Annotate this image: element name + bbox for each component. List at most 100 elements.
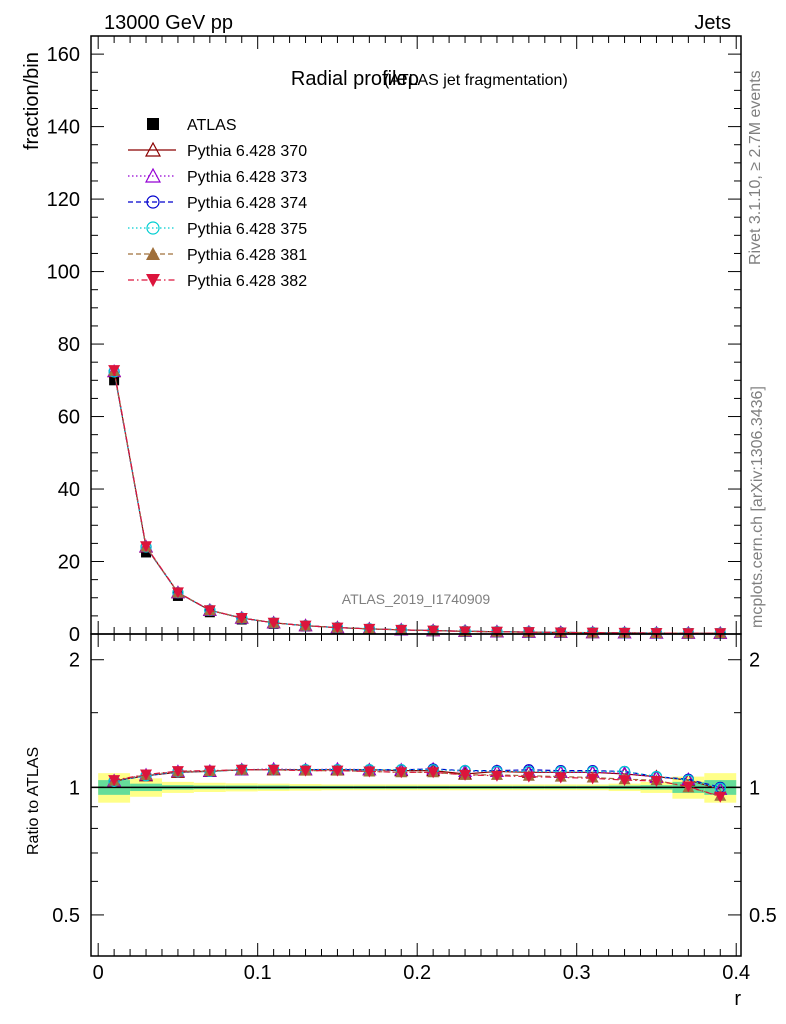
ratio-data-point — [490, 770, 503, 782]
ratio-data-point — [140, 769, 153, 781]
data-point — [109, 375, 120, 386]
ratio-data-series — [107, 761, 728, 803]
ratio-series-pythia-6-428-382 — [108, 764, 727, 803]
y-tick-label: 60 — [58, 407, 80, 429]
x-axis-label: r — [734, 988, 741, 1010]
x-tick-label: 0 — [93, 962, 104, 984]
legend-marker — [146, 221, 160, 235]
data-point — [522, 627, 535, 639]
rivet-version-label: Rivet 3.1.10, ≥ 2.7M events — [747, 70, 764, 265]
legend-entry: Pythia 6.428 374 — [128, 195, 307, 212]
legend-marker — [147, 118, 159, 130]
legend: ATLAS Pythia 6.428 370 Pythia 6.428 373 Pyt… — [128, 117, 307, 290]
ratio-data-point — [554, 772, 567, 784]
data-point — [459, 626, 472, 638]
process-label: Jets — [694, 12, 731, 34]
legend-entry: Pythia 6.428 370 — [128, 141, 307, 160]
y-tick-label: 100 — [47, 262, 80, 284]
y-axis-label: fraction/bin — [21, 52, 43, 150]
main-data-series — [107, 363, 728, 640]
ratio-data-point — [650, 775, 663, 787]
data-point — [554, 627, 567, 639]
data-point — [267, 617, 280, 629]
ratio-axis-ticks: 0 0.1 0.2 0.3 0.4 0.5 0.5 1 1 2 2 — [52, 634, 777, 984]
legend-marker — [146, 195, 160, 209]
main-panel: 0 20 40 60 80 100 120 140 160 Radial profileρ (A… — [21, 35, 742, 646]
legend-entry: ATLAS — [147, 117, 237, 134]
data-point — [140, 541, 153, 553]
ratio-data-point — [203, 765, 216, 777]
data-point — [171, 587, 184, 599]
ratio-panel: 0 0.1 0.2 0.3 0.4 0.5 0.5 1 1 2 2 Ratio to ATLAS r — [25, 633, 777, 1010]
legend-entry: Pythia 6.428 381 — [128, 247, 307, 264]
x-tick-label: 0.4 — [722, 962, 750, 984]
legend-label: Pythia 6.428 375 — [187, 221, 307, 238]
legend-label: Pythia 6.428 373 — [187, 169, 307, 186]
data-point — [331, 622, 344, 634]
legend-label: Pythia 6.428 381 — [187, 247, 307, 264]
ratio-data-point — [331, 765, 344, 777]
ratio-frame — [90, 633, 742, 957]
legend-marker — [146, 274, 160, 287]
ratio-data-point — [171, 766, 184, 778]
legend-marker — [144, 167, 162, 183]
ratio-y-tick-label: 0.5 — [52, 905, 80, 927]
data-point — [427, 625, 440, 637]
ratio-data-point — [459, 769, 472, 781]
ratio-data-point — [618, 775, 631, 787]
data-point — [490, 626, 503, 638]
ratio-data-point — [395, 767, 408, 779]
data-point — [586, 627, 599, 639]
ratio-data-point — [235, 764, 248, 776]
ratio-y-tick-label-right: 0.5 — [749, 905, 777, 927]
analysis-watermark: ATLAS_2019_I1740909 — [342, 591, 491, 607]
y-tick-label: 80 — [58, 334, 80, 356]
chart-subtitle: (ATLAS jet fragmentation) — [384, 72, 568, 89]
y-tick-label: 160 — [47, 44, 80, 66]
mcplots-label: mcplots.cern.ch [arXiv:1306.3436] — [749, 386, 766, 628]
ratio-y-tick-label-right: 2 — [749, 650, 760, 672]
ratio-data-point — [682, 781, 695, 793]
x-tick-label: 0.3 — [563, 962, 591, 984]
y-tick-label: 140 — [47, 117, 80, 139]
data-point — [203, 605, 216, 617]
ratio-data-point — [267, 764, 280, 776]
y-tick-label: 20 — [58, 552, 80, 574]
x-tick-label: 0.2 — [403, 962, 431, 984]
data-point — [395, 624, 408, 636]
data-point — [299, 620, 312, 632]
chart-title: Radial profileρ — [291, 68, 419, 90]
y-tick-label: 0 — [69, 624, 80, 646]
ratio-y-tick-label-right: 1 — [749, 777, 760, 799]
series-line — [113, 370, 721, 634]
ratio-data-point — [714, 791, 727, 803]
ratio-data-point — [363, 766, 376, 778]
x-tick-label: 0.1 — [244, 962, 272, 984]
ratio-y-tick-label: 1 — [69, 777, 80, 799]
ratio-y-axis-label: Ratio to ATLAS — [25, 747, 42, 855]
legend-entry: Pythia 6.428 373 — [128, 167, 307, 186]
legend-marker — [144, 141, 162, 157]
ratio-data-point — [108, 775, 121, 787]
legend-label: Pythia 6.428 374 — [187, 195, 307, 212]
ratio-data-point — [299, 765, 312, 777]
legend-label: ATLAS — [187, 117, 237, 134]
legend-label: Pythia 6.428 382 — [187, 273, 307, 290]
ratio-series-line — [114, 769, 721, 797]
data-point — [363, 623, 376, 635]
ratio-data-point — [586, 773, 599, 785]
ratio-y-tick-label: 2 — [69, 650, 80, 672]
ratio-data-point — [427, 767, 440, 779]
legend-entry: Pythia 6.428 382 — [128, 273, 307, 290]
main-axis-ticks: 0 20 40 60 80 100 120 140 160 — [47, 35, 741, 646]
y-tick-label: 40 — [58, 479, 80, 501]
data-point — [108, 365, 121, 377]
data-point — [235, 613, 248, 625]
legend-marker — [146, 247, 160, 260]
legend-label: Pythia 6.428 370 — [187, 143, 307, 160]
legend-entry: Pythia 6.428 375 — [128, 221, 307, 238]
y-tick-label: 120 — [47, 189, 80, 211]
energy-label: 13000 GeV pp — [104, 12, 233, 34]
ratio-data-point — [522, 771, 535, 783]
